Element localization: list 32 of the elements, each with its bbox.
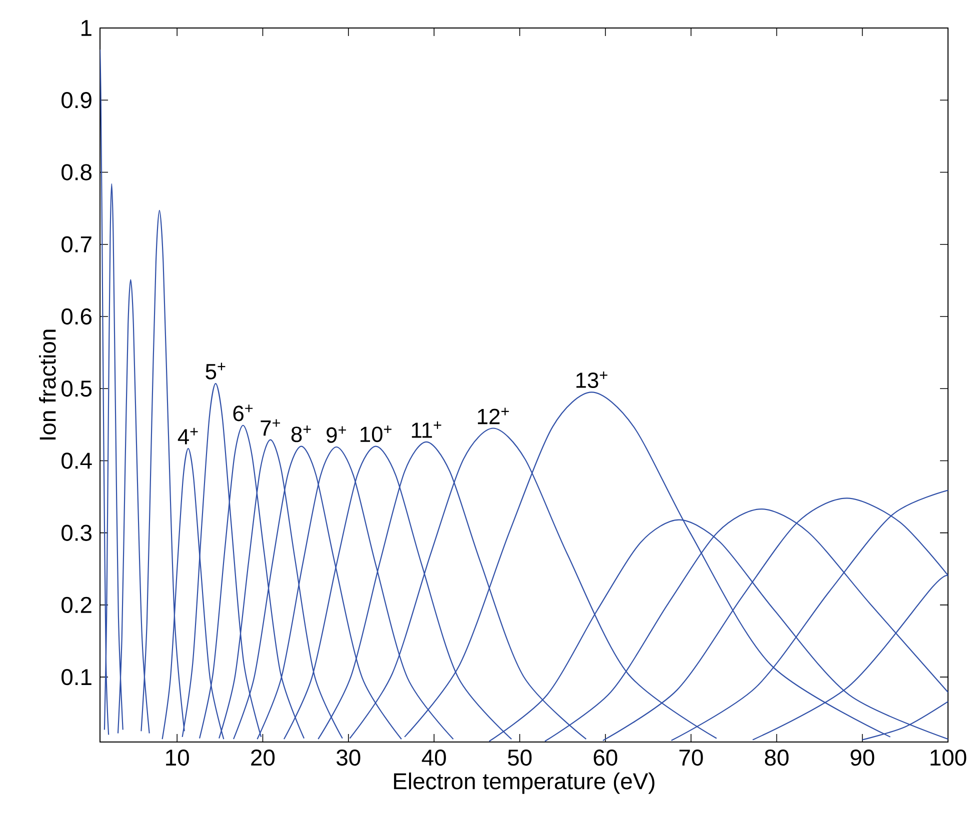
x-tick-label: 40 (422, 749, 446, 766)
x-tick-label: 20 (251, 749, 275, 766)
annotation: 8$^{+}$ (291, 426, 311, 442)
y-tick-label: 0.3 (62, 524, 92, 541)
y-tick-label: 0.4 (62, 452, 92, 469)
x-tick-label: 70 (679, 749, 703, 766)
x-tick-label: 50 (508, 749, 532, 766)
annotation: 12$^{+}$ (478, 408, 509, 424)
y-tick-label: 0.8 (62, 164, 92, 180)
x-tick-label: 80 (764, 749, 789, 766)
annotation: 7$^{+}$ (260, 419, 280, 436)
x-tick-label: 60 (594, 749, 618, 766)
y-tick-label: 0.6 (62, 308, 92, 325)
y-tick-label: 0.9 (62, 92, 92, 108)
x-tick-label: 30 (336, 749, 360, 766)
x-tick-label: 90 (850, 749, 874, 766)
y-axis-title: Ion fraction (39, 330, 56, 440)
annotation: 5$^{+}$ (206, 362, 226, 380)
x-tick-label: 10 (166, 749, 189, 766)
y-tick-label: 0.1 (62, 668, 92, 686)
x-axis-title: Electron temperature (eV) (394, 772, 654, 794)
annotation: 11$^{+}$ (412, 421, 442, 438)
annotation: 13$^{+}$ (576, 371, 608, 388)
annotation: 6$^{+}$ (233, 404, 253, 422)
y-tick-label: 0.2 (62, 596, 92, 614)
annotation: 4$^{+}$ (178, 428, 198, 444)
annotation: 10$^{+}$ (360, 426, 392, 442)
annotation: 9$^{+}$ (326, 426, 346, 443)
y-tick-label: 0.5 (62, 380, 92, 397)
x-tick-label: 100 (930, 749, 966, 766)
y-tick-label: 0.7 (62, 236, 92, 252)
y-tick-label: 1 (82, 20, 92, 36)
